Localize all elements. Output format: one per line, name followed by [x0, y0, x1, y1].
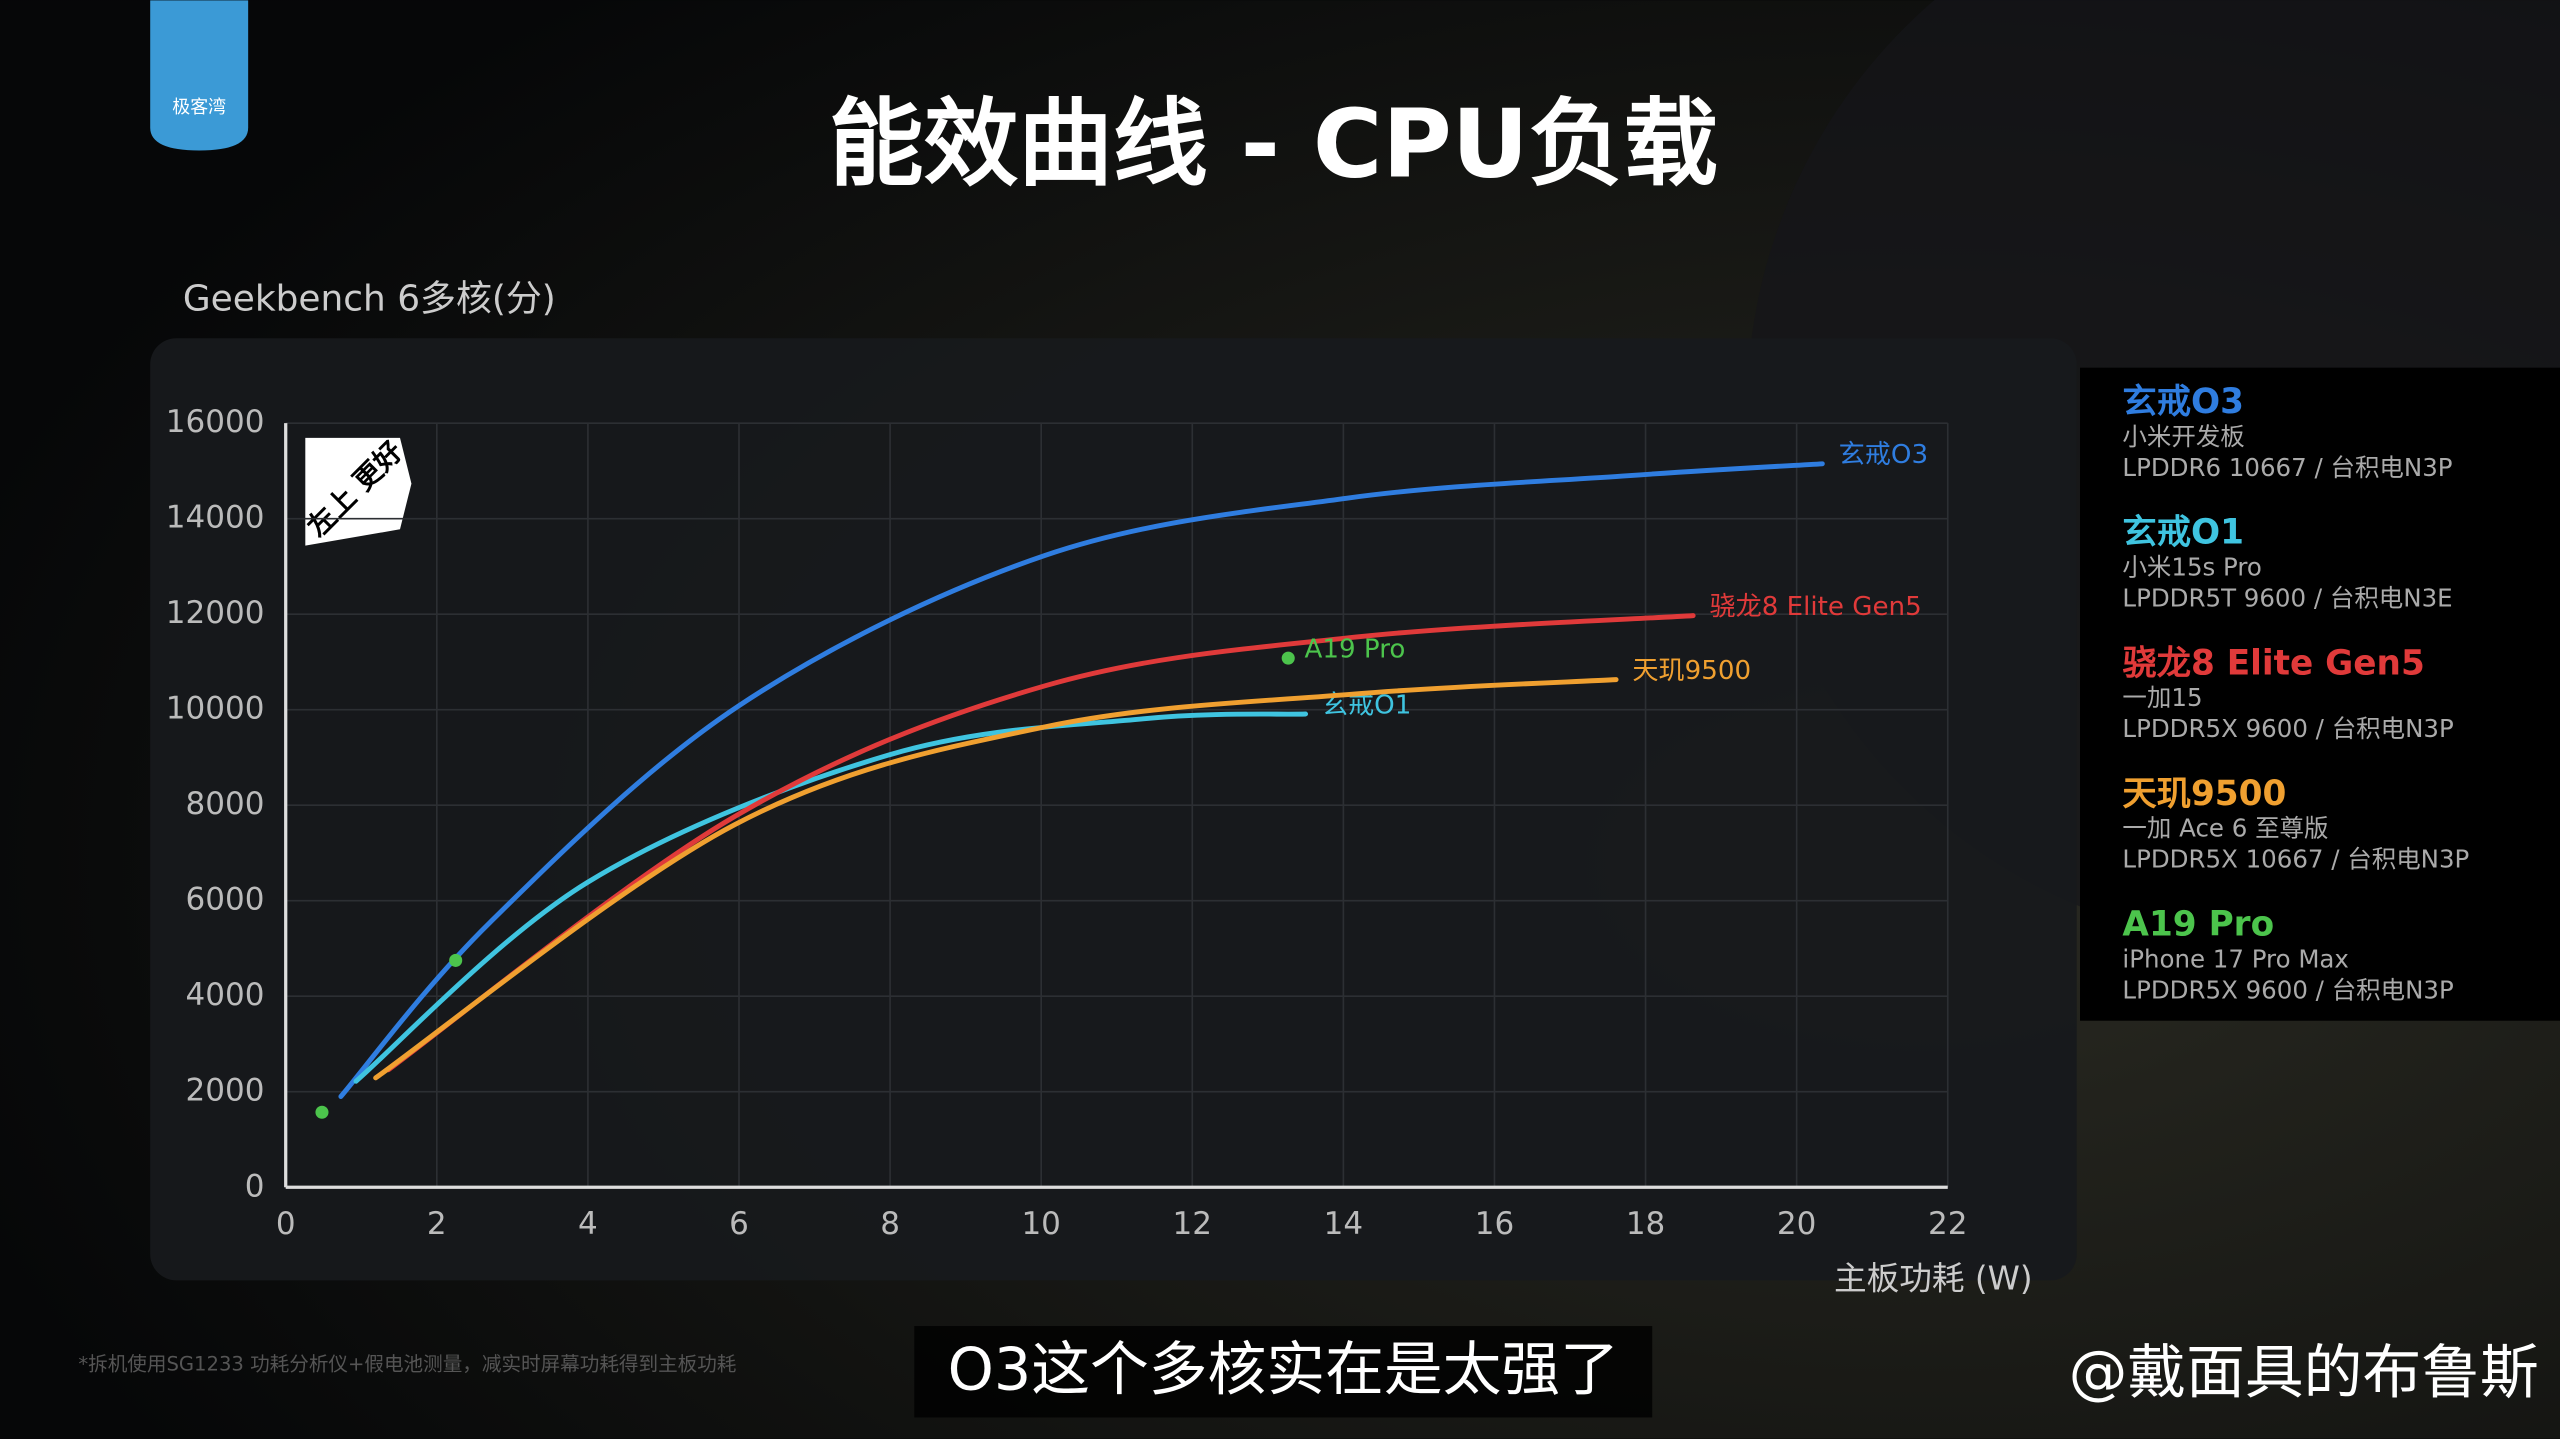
x-tick-label: 22	[1928, 1206, 1967, 1242]
y-tick-label: 2000	[186, 1073, 265, 1109]
logo-text: 极客湾	[172, 97, 226, 118]
y-tick-label: 12000	[166, 595, 265, 631]
legend-detail: LPDDR5T 9600 / 台积电N3E	[2122, 584, 2452, 613]
caption-bg	[914, 1326, 1653, 1418]
legend-name: 天玑9500	[2122, 774, 2286, 814]
scatter-point	[315, 1105, 329, 1119]
legend-name: A19 Pro	[2122, 905, 2274, 945]
legend-detail: 一加15	[2122, 683, 2202, 712]
y-tick-label: 10000	[166, 691, 265, 727]
x-tick-label: 0	[276, 1206, 296, 1242]
plot: 0 2000 4000 6000 8000 10000 12000 14000 16000 0 2 4…	[166, 382, 2469, 1242]
legend-detail: 小米15s Pro	[2122, 552, 2261, 581]
scatter-point	[1281, 651, 1295, 665]
series-end-label: 骁龙8 Elite Gen5	[1709, 592, 1921, 622]
series-end-label: A19 Pro	[1305, 634, 1406, 664]
footnote: *拆机使用SG1233 功耗分析仪+假电池测量，减实时屏幕功耗得到主板功耗	[78, 1353, 736, 1376]
legend-detail: 小米开发板	[2122, 422, 2244, 451]
chart-panel	[150, 338, 2077, 1281]
legend-detail: 一加 Ace 6 至尊版	[2122, 814, 2328, 843]
legend-panel	[2080, 367, 2560, 1021]
legend-detail: LPDDR5X 10667 / 台积电N3P	[2122, 845, 2469, 874]
y-tick-label: 4000	[186, 977, 265, 1013]
legend-detail: LPDDR5X 9600 / 台积电N3P	[2122, 714, 2453, 743]
x-tick-label: 12	[1173, 1206, 1212, 1242]
legend-detail: LPDDR5X 9600 / 台积电N3P	[2122, 975, 2453, 1004]
y-tick-label: 16000	[166, 404, 265, 440]
x-tick-label: 6	[729, 1206, 749, 1242]
series-end-label: 天玑9500	[1632, 656, 1751, 686]
legend-name: 玄戒O3	[2122, 382, 2244, 422]
legend-detail: LPDDR6 10667 / 台积电N3P	[2122, 453, 2452, 482]
x-tick-label: 16	[1475, 1206, 1514, 1242]
y-tick-label: 8000	[186, 786, 265, 822]
y-tick-label: 0	[245, 1168, 265, 1204]
chart-title: 能效曲线 - CPU负载	[829, 89, 1718, 199]
x-tick-label: 8	[880, 1206, 900, 1242]
series-line	[338, 461, 1825, 1099]
x-tick-label: 20	[1777, 1206, 1816, 1242]
y-tick-label: 6000	[186, 882, 265, 918]
x-axis-label: 主板功耗 (W)	[1834, 1259, 2033, 1297]
scatter-point	[449, 953, 463, 967]
legend-name: 骁龙8 Elite Gen5	[2122, 643, 2424, 683]
series-end-label: 玄戒O3	[1839, 440, 1928, 470]
y-tick-label: 14000	[166, 500, 265, 536]
series-line	[353, 711, 1309, 1084]
x-tick-label: 14	[1324, 1206, 1363, 1242]
y-axis-label: Geekbench 6多核(分)	[183, 279, 556, 320]
logo-badge	[150, 0, 249, 151]
x-tick-label: 4	[578, 1206, 598, 1242]
x-tick-label: 2	[427, 1206, 447, 1242]
x-tick-label: 10	[1021, 1206, 1060, 1242]
legend-name: 玄戒O1	[2122, 513, 2244, 553]
series-line	[373, 677, 1619, 1081]
x-tick-label: 18	[1626, 1206, 1665, 1242]
caption: O3这个多核实在是太强了	[948, 1334, 1619, 1403]
watermark: @戴面具的布鲁斯	[2069, 1338, 2539, 1407]
legend-detail: iPhone 17 Pro Max	[2122, 944, 2348, 973]
